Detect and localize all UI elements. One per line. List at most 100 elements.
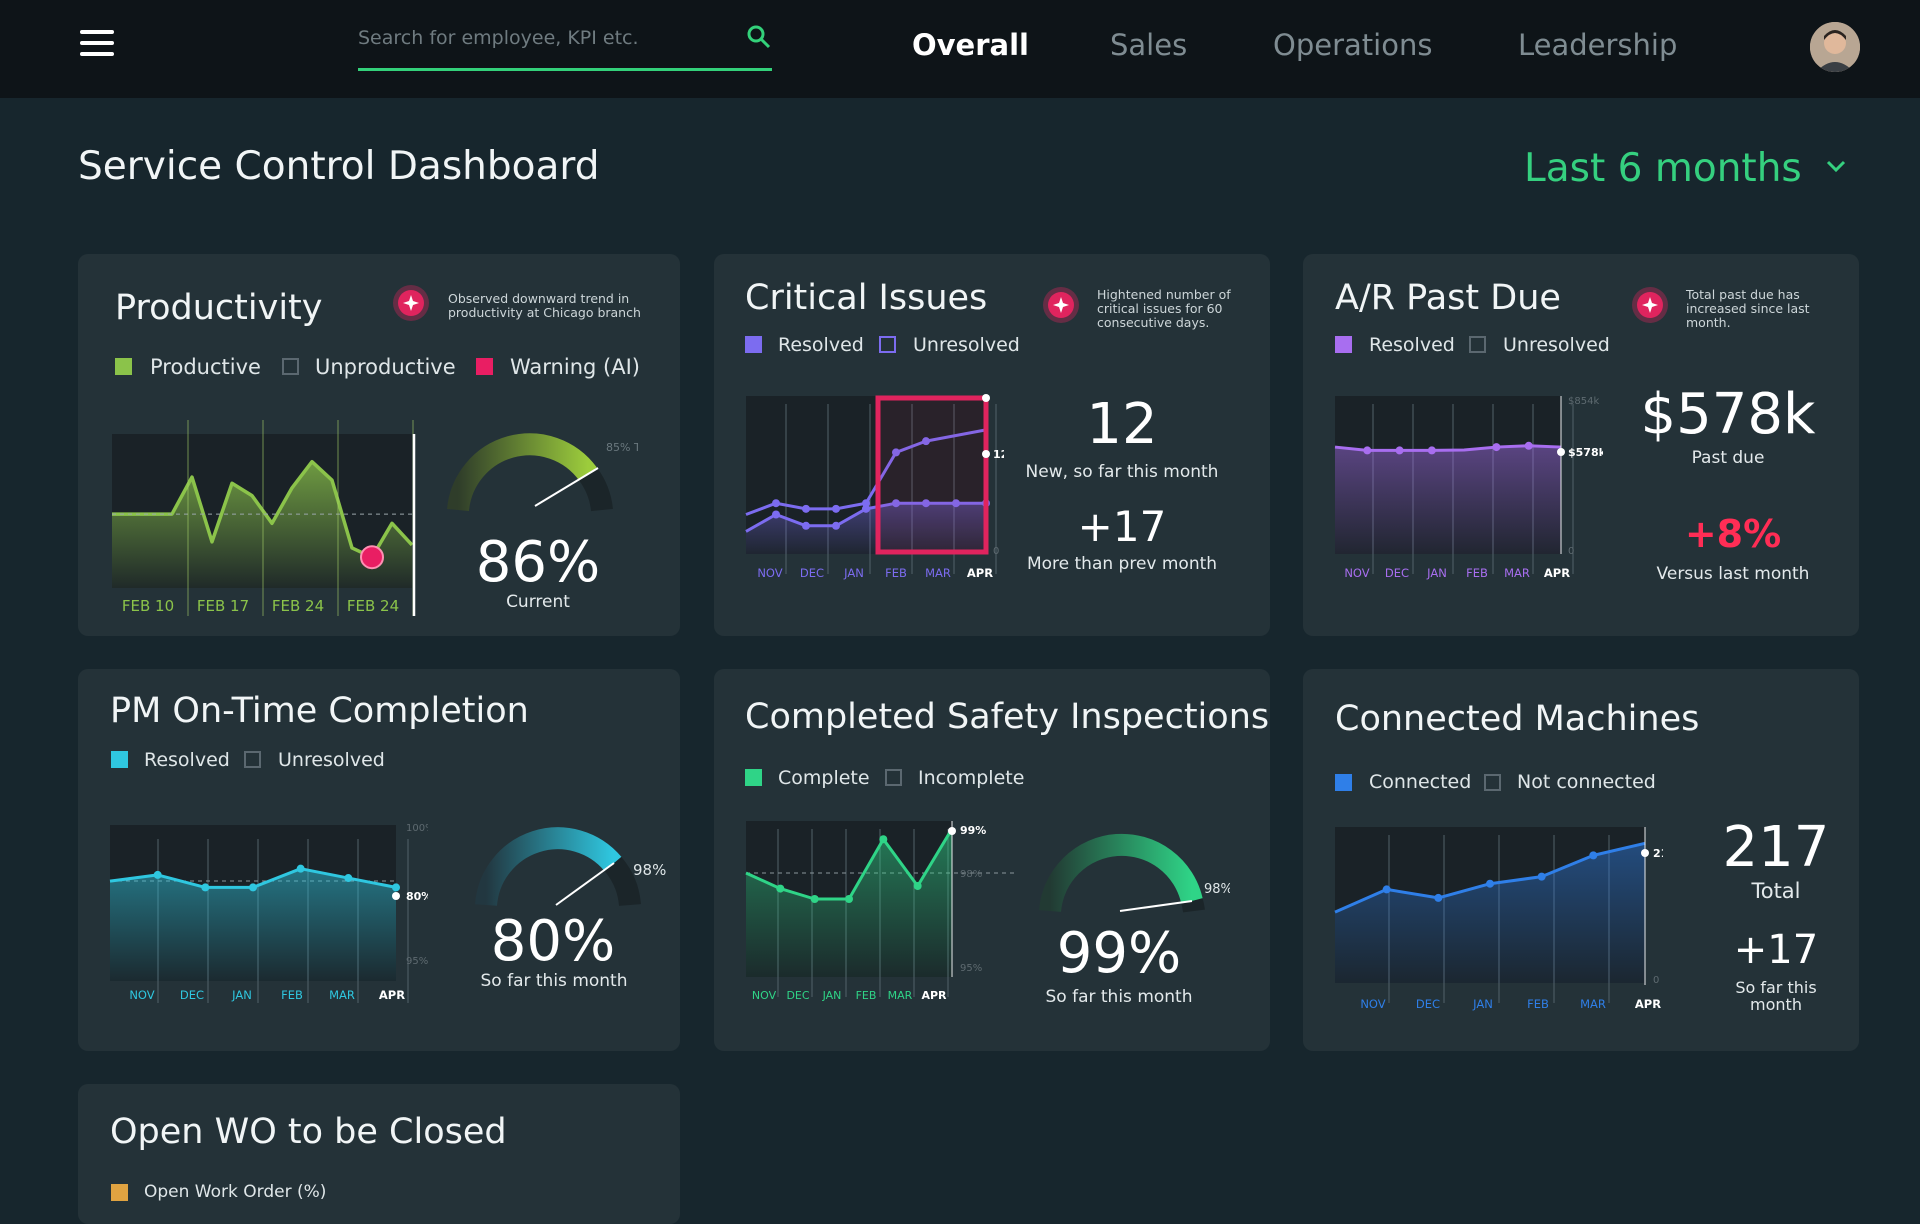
- open-wo-card[interactable]: Open WO to be Closed Open Work Order (%): [78, 1084, 680, 1224]
- x-tick-label: NOV: [757, 566, 782, 580]
- x-tick-label: FEB 24: [272, 597, 324, 615]
- pm-on-time-chart[interactable]: NOV DEC JAN FEB MAR APR 100% 80% 95%: [108, 809, 428, 1009]
- productivity-chart[interactable]: FEB 10 FEB 17 FEB 24 FEB 24: [110, 420, 426, 620]
- critical-issues-card[interactable]: Critical Issues Hightened number of crit…: [714, 254, 1270, 636]
- legend-productive: Productive: [150, 355, 261, 379]
- pm-series-point: [201, 883, 210, 892]
- pm-series-point: [392, 883, 400, 892]
- connected-machines-chart[interactable]: NOV DEC JAN FEB MAR APR 217 0: [1333, 825, 1663, 1015]
- pm-series-point: [249, 883, 257, 892]
- tab-leadership[interactable]: Leadership: [1518, 28, 1678, 62]
- x-tick-label: NOV: [1360, 997, 1385, 1011]
- productivity-card[interactable]: Productivity Observed downward trend in …: [78, 254, 680, 636]
- tab-sales[interactable]: Sales: [1110, 28, 1188, 62]
- resolved-series-point: [922, 499, 930, 508]
- end-value-label: 99%: [960, 824, 986, 837]
- menu-icon[interactable]: [80, 30, 114, 62]
- x-tick-label: DEC: [180, 988, 204, 1002]
- end-point: [982, 450, 990, 458]
- legend-incomplete: Incomplete: [918, 767, 1025, 789]
- search-input[interactable]: [358, 20, 718, 56]
- ai-sparkle-icon[interactable]: [392, 284, 430, 322]
- user-avatar-icon: [1810, 22, 1860, 72]
- pm-gauge-label: So far this month: [480, 971, 628, 991]
- x-tick-label: JAN: [1426, 566, 1447, 580]
- ar-stat-total: $578k: [1640, 382, 1816, 447]
- safety-inspections-card[interactable]: Completed Safety Inspections Complete In…: [714, 669, 1270, 1051]
- connected-series-point: [1486, 879, 1494, 888]
- machines-stat-delta-label: So far this month: [1735, 978, 1817, 1014]
- critical-stat-new: 12: [1086, 392, 1158, 457]
- pm-gauge-value: 80%: [490, 909, 616, 974]
- critical-stat-delta: +17: [1077, 502, 1167, 551]
- connected-series-point: [1537, 872, 1546, 881]
- x-tick-label: JAN: [822, 989, 842, 1002]
- search-icon[interactable]: [746, 24, 772, 50]
- machines-stat-total: 217: [1722, 815, 1830, 880]
- connected-series-point: [1434, 893, 1443, 902]
- safety-gauge: 98%: [1039, 833, 1230, 913]
- avatar[interactable]: [1810, 22, 1860, 72]
- legend-unresolved: Unresolved: [913, 334, 1020, 356]
- end-point: [392, 892, 400, 900]
- x-tick-label: FEB 10: [122, 597, 174, 615]
- tab-operations[interactable]: Operations: [1273, 28, 1433, 62]
- gauge-target-label: 98%: [633, 861, 666, 879]
- critical-stat-delta-label: More than prev month: [1026, 554, 1218, 574]
- y-zero-label: 0: [1568, 546, 1574, 557]
- legend-swatch-warning: [476, 358, 493, 375]
- safety-series-point: [776, 884, 785, 893]
- x-tick-label: MAR: [888, 989, 913, 1002]
- ar-series-point: [1492, 443, 1501, 452]
- unresolved-series-point: [922, 437, 930, 446]
- x-tick-label: DEC: [1416, 997, 1440, 1011]
- x-tick-label: APR: [1635, 997, 1661, 1011]
- machines-stat-delta: +17: [1733, 927, 1819, 973]
- legend-resolved: Resolved: [144, 749, 230, 771]
- x-tick-label: FEB: [1527, 997, 1549, 1011]
- ar-past-due-card[interactable]: A/R Past Due Total past due has increase…: [1303, 254, 1859, 636]
- search-bar[interactable]: [358, 20, 772, 71]
- legend-swatch-connected: [1335, 774, 1352, 791]
- pm-on-time-card[interactable]: PM On-Time Completion Resolved Unresolve…: [78, 669, 680, 1051]
- x-tick-label: DEC: [1385, 566, 1409, 580]
- safety-inspections-title: Completed Safety Inspections: [745, 697, 1270, 737]
- date-range-dropdown[interactable]: Last 6 months: [1524, 146, 1846, 191]
- ar-series-point: [1363, 446, 1372, 455]
- y-top-label: 100%: [406, 823, 428, 834]
- gauge-target-label: 85% Targ.: [606, 441, 638, 454]
- x-tick-label: MAR: [1504, 566, 1530, 580]
- ai-sparkle-icon[interactable]: [1042, 286, 1080, 324]
- legend-open-wo: Open Work Order (%): [144, 1182, 327, 1202]
- ai-insight-note: Observed downward trend in productivity …: [448, 291, 641, 320]
- productivity-gauge-label: Current: [506, 592, 570, 612]
- legend-swatch-open-wo: [111, 1184, 128, 1201]
- ai-sparkle-icon[interactable]: [1631, 286, 1669, 324]
- chevron-down-icon: [1826, 160, 1846, 173]
- legend-swatch-resolved: [745, 336, 762, 353]
- ar-stat-delta: +8%: [1684, 512, 1782, 556]
- tab-overall[interactable]: Overall: [912, 28, 1029, 62]
- safety-inspections-chart[interactable]: NOV DEC JAN FEB MAR APR 99% 98% 95%: [744, 819, 1014, 1009]
- gauge-target-label: 98%: [1204, 882, 1230, 897]
- x-tick-label: NOV: [752, 989, 777, 1002]
- y-top-label: $854k: [1568, 396, 1599, 407]
- x-tick-label: FEB 17: [197, 597, 249, 615]
- safety-series-point: [913, 882, 922, 890]
- resolved-series-point: [892, 499, 900, 508]
- legend-swatch-complete: [745, 769, 762, 786]
- critical-issues-chart[interactable]: NOV DEC JAN FEB MAR APR 12 0: [744, 394, 1004, 594]
- unresolved-series-point: [892, 448, 900, 457]
- page-title: Service Control Dashboard: [78, 144, 600, 189]
- safety-series-point: [845, 895, 853, 903]
- connected-machines-card[interactable]: Connected Machines Connected Not connect…: [1303, 669, 1859, 1051]
- ar-past-due-chart[interactable]: NOV DEC JAN FEB MAR APR $854k $578k 0: [1333, 394, 1603, 594]
- ar-series-area: [1335, 445, 1561, 554]
- x-tick-label: JAN: [1472, 997, 1493, 1011]
- top-point: [982, 394, 990, 402]
- ar-stat-delta-label: Versus last month: [1656, 564, 1810, 584]
- legend-swatch-resolved: [1335, 336, 1352, 353]
- resolved-series-point: [862, 504, 870, 513]
- pm-series-area: [110, 868, 396, 981]
- y-zero-label: 0: [1653, 975, 1659, 986]
